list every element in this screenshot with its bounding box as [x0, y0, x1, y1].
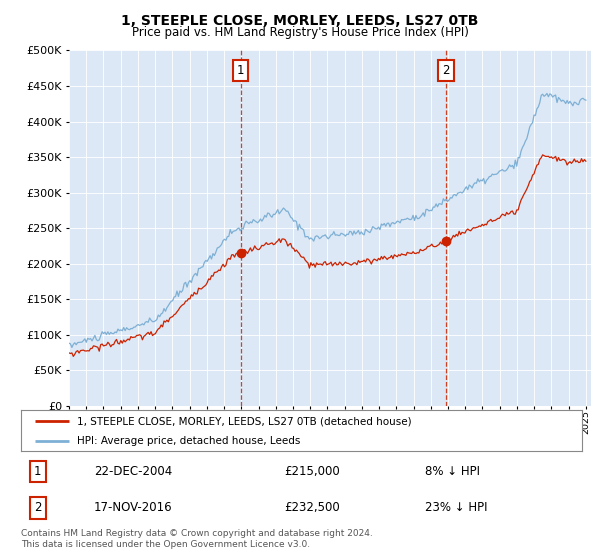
- Text: Price paid vs. HM Land Registry's House Price Index (HPI): Price paid vs. HM Land Registry's House …: [131, 26, 469, 39]
- Text: 2: 2: [34, 501, 41, 515]
- Text: This data is licensed under the Open Government Licence v3.0.: This data is licensed under the Open Gov…: [21, 540, 310, 549]
- Text: Contains HM Land Registry data © Crown copyright and database right 2024.: Contains HM Land Registry data © Crown c…: [21, 529, 373, 538]
- Text: 17-NOV-2016: 17-NOV-2016: [94, 501, 173, 515]
- Text: 8% ↓ HPI: 8% ↓ HPI: [425, 465, 480, 478]
- Text: 1: 1: [34, 465, 41, 478]
- Text: HPI: Average price, detached house, Leeds: HPI: Average price, detached house, Leed…: [77, 436, 301, 446]
- Text: 22-DEC-2004: 22-DEC-2004: [94, 465, 172, 478]
- Text: £215,000: £215,000: [284, 465, 340, 478]
- Text: 23% ↓ HPI: 23% ↓ HPI: [425, 501, 487, 515]
- Text: 2: 2: [442, 64, 449, 77]
- Text: £232,500: £232,500: [284, 501, 340, 515]
- Text: 1, STEEPLE CLOSE, MORLEY, LEEDS, LS27 0TB: 1, STEEPLE CLOSE, MORLEY, LEEDS, LS27 0T…: [121, 14, 479, 28]
- Text: 1, STEEPLE CLOSE, MORLEY, LEEDS, LS27 0TB (detached house): 1, STEEPLE CLOSE, MORLEY, LEEDS, LS27 0T…: [77, 417, 412, 426]
- Text: 1: 1: [237, 64, 244, 77]
